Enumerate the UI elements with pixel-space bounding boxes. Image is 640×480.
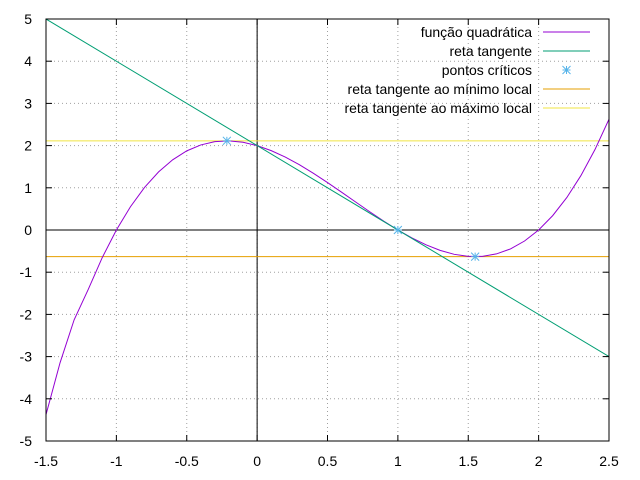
legend-label-3: reta tangente ao mínimo local bbox=[348, 81, 532, 97]
y-tick-label: -5 bbox=[20, 433, 33, 449]
x-tick-label: 1.5 bbox=[459, 453, 479, 469]
series-2-point bbox=[470, 252, 480, 261]
series-0-line bbox=[46, 119, 609, 415]
legend-marker-2 bbox=[562, 65, 571, 75]
legend-marker-2-d2 bbox=[562, 65, 571, 75]
plot-series bbox=[46, 19, 609, 415]
y-tick-label: 4 bbox=[24, 53, 32, 69]
x-tick-label: -1 bbox=[110, 453, 123, 469]
series-1-line bbox=[46, 19, 609, 358]
y-tick-label: 5 bbox=[24, 11, 32, 27]
series-2-point bbox=[222, 136, 232, 146]
y-tick-label: -2 bbox=[20, 306, 33, 322]
x-tick-label: 2.5 bbox=[599, 453, 619, 469]
legend: função quadrática reta tangente pontos crí… bbox=[344, 24, 590, 116]
y-tick-label: 2 bbox=[24, 138, 32, 154]
y-tick-label: -3 bbox=[20, 349, 33, 365]
y-tick-label: 1 bbox=[24, 180, 32, 196]
legend-label-2: pontos críticos bbox=[442, 62, 532, 78]
legend-label-1: reta tangente bbox=[449, 43, 532, 59]
y-tick-label: 0 bbox=[24, 222, 32, 238]
x-tick-label: 0 bbox=[253, 453, 261, 469]
series-2-point-d2 bbox=[470, 252, 480, 261]
series-2-point-d2 bbox=[222, 136, 232, 146]
series-2-point bbox=[393, 225, 403, 235]
x-tick-label: -1.5 bbox=[34, 453, 58, 469]
x-tick-label: 0.5 bbox=[318, 453, 338, 469]
x-tick-label: 2 bbox=[535, 453, 543, 469]
series-2-point-d2 bbox=[393, 225, 403, 235]
y-tick-label: 3 bbox=[24, 95, 32, 111]
x-tick-label: 1 bbox=[394, 453, 402, 469]
y-tick-label: -1 bbox=[20, 264, 33, 280]
y-tick-label: -4 bbox=[20, 391, 33, 407]
legend-label-4: reta tangente ao máximo local bbox=[344, 100, 532, 116]
axis-ticks: -1.5 -1 -0.5 0 0.5 1 1.5 2 2.5 -5 -4 -3 -2 -1 0 1 2 3 4 5 bbox=[20, 11, 619, 469]
zero-axes bbox=[46, 19, 609, 441]
legend-label-0: função quadrática bbox=[421, 24, 533, 40]
x-tick-label: -0.5 bbox=[175, 453, 199, 469]
